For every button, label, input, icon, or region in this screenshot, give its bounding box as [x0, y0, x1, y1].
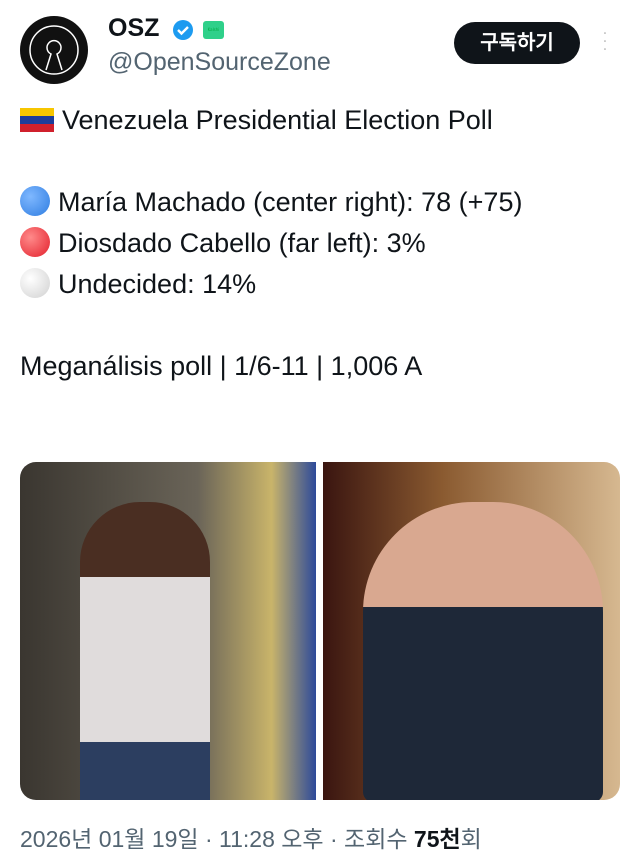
photo-machado[interactable]	[20, 462, 316, 800]
poll-source: Meganálisis poll | 1/6-11 | 1,006 A	[20, 351, 423, 381]
author-name[interactable]: OSZ	[108, 14, 160, 42]
red-circle-icon	[20, 227, 50, 257]
verified-badge-icon	[173, 20, 193, 40]
post-text: Venezuela Presidential Election Poll Mar…	[20, 100, 620, 387]
media-gallery	[20, 462, 620, 800]
photo-cabello[interactable]	[323, 462, 620, 800]
poll-line-machado: María Machado (center right): 78 (+75)	[58, 187, 523, 217]
open-source-logo-icon	[29, 25, 79, 75]
affiliate-badge: Kalshi	[203, 21, 224, 39]
view-count: 75천	[413, 826, 461, 852]
author-handle[interactable]: @OpenSourceZone	[108, 48, 331, 76]
poll-line-cabello: Diosdado Cabello (far left): 3%	[58, 228, 426, 258]
more-options-icon[interactable]: · · ·	[602, 26, 608, 58]
venezuela-flag-icon	[20, 108, 54, 132]
white-circle-icon	[20, 268, 50, 298]
post-title: Venezuela Presidential Election Poll	[62, 105, 493, 135]
timestamp[interactable]: 2026년 01월 19일 · 11:28 오후 · 조회수	[20, 826, 414, 852]
avatar[interactable]	[20, 16, 88, 84]
blue-circle-icon	[20, 186, 50, 216]
subscribe-button[interactable]: 구독하기	[454, 22, 580, 64]
poll-line-undecided: Undecided: 14%	[58, 269, 257, 299]
view-count-suffix: 회	[460, 826, 482, 852]
post-meta: 2026년 01월 19일 · 11:28 오후 · 조회수 75천회	[20, 820, 482, 854]
